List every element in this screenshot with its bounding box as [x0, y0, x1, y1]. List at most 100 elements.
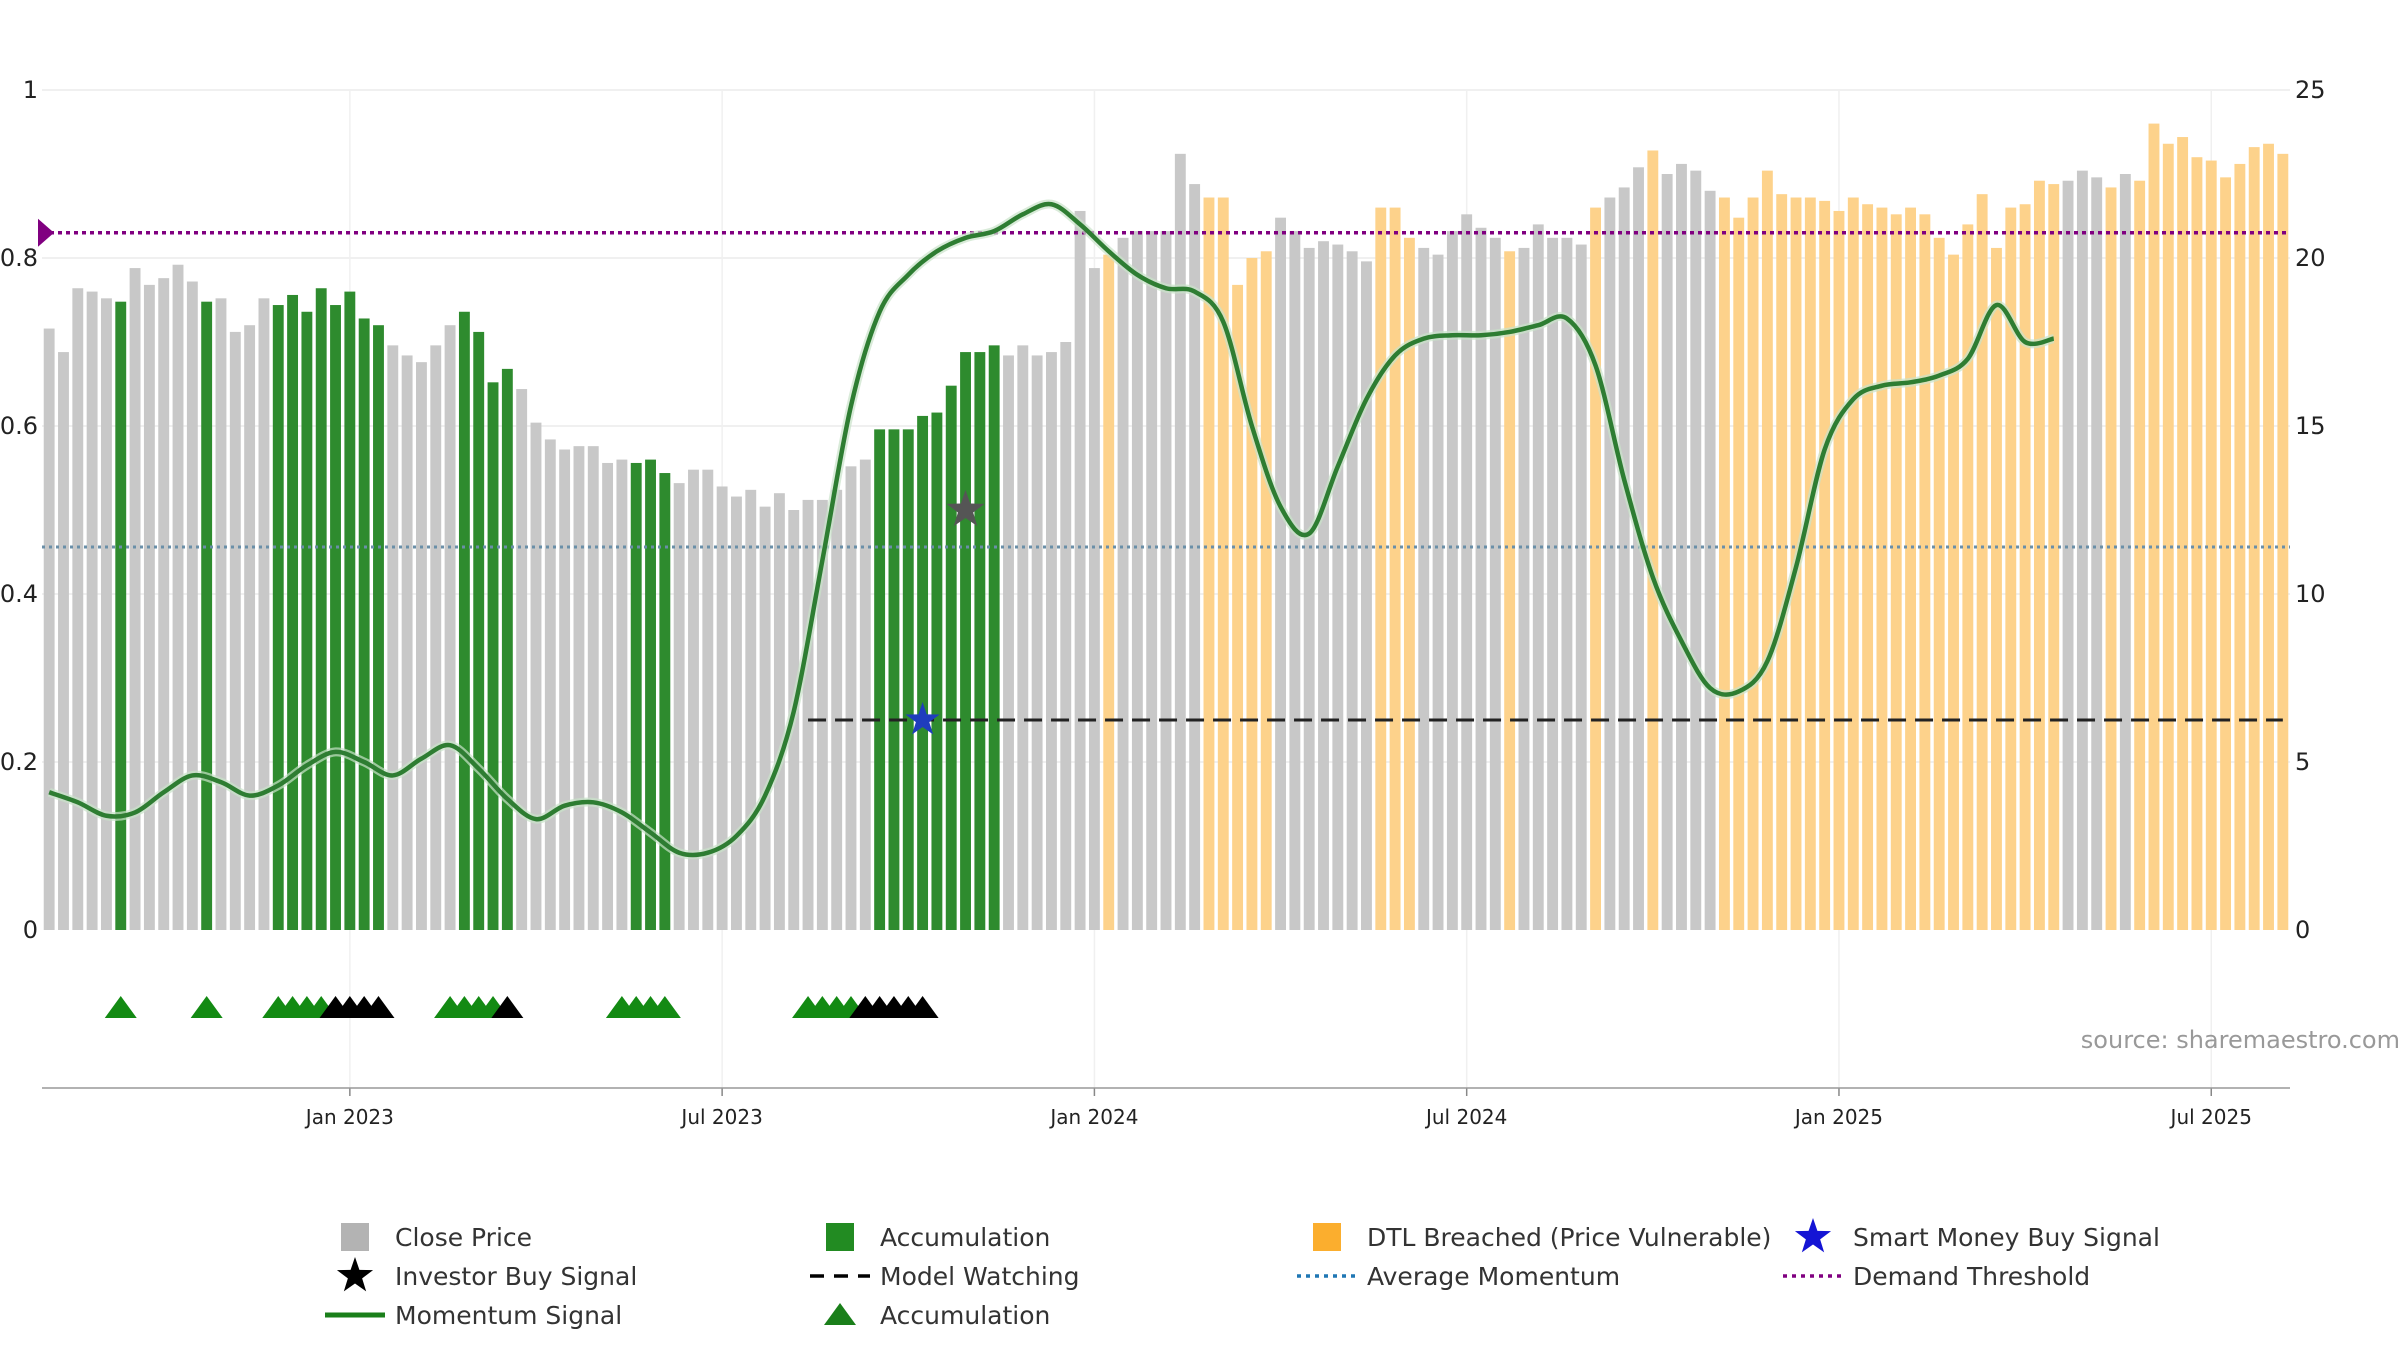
legend-item: Accumulation	[826, 1223, 1050, 1252]
dtl-breached-bar	[2134, 180, 2146, 931]
close-price-bar	[401, 355, 413, 930]
close-price-bar	[1031, 355, 1043, 930]
watching-triangle	[906, 996, 939, 1018]
close-price-bar	[1146, 231, 1158, 930]
close-price-bar	[1060, 342, 1072, 930]
close-price-bar	[745, 489, 757, 930]
close-price-bar	[387, 345, 399, 930]
close-price-bar	[1332, 244, 1344, 930]
dtl-breached-bar	[2277, 153, 2289, 931]
left-axis-tick: 0	[23, 916, 38, 944]
legend-label: Accumulation	[880, 1301, 1050, 1330]
close-price-bar	[444, 325, 456, 930]
accumulation-bar	[473, 331, 485, 930]
close-price-bar	[1174, 153, 1186, 931]
close-price-bar	[702, 469, 714, 930]
dtl-breached-bar	[1819, 200, 1831, 930]
accumulation-bar	[931, 412, 943, 930]
dtl-breached-bar	[2048, 184, 2060, 930]
close-price-bar	[1690, 170, 1702, 930]
legend-item: Demand Threshold	[1783, 1262, 2090, 1291]
dtl-breached-bar	[1862, 204, 1874, 931]
close-price-bar	[1088, 268, 1100, 931]
accumulation-bar	[358, 318, 370, 931]
accumulation-bar	[501, 368, 513, 930]
close-price-bar	[731, 496, 742, 930]
close-price-bar	[1461, 214, 1473, 930]
accumulation-bar	[301, 311, 313, 930]
dtl-breached-bar	[1933, 237, 1945, 931]
reference-lines	[38, 218, 2290, 722]
accumulation-bar	[902, 429, 914, 930]
dtl-breached-bar	[1776, 194, 1788, 930]
dtl-breached-bar	[1876, 207, 1888, 931]
close-price-bar	[215, 298, 227, 930]
dtl-breached-bar	[1246, 258, 1258, 930]
close-price-bar	[72, 288, 84, 930]
close-price-bar	[1289, 231, 1301, 930]
close-price-bar	[1633, 167, 1644, 930]
close-price-bar	[43, 328, 55, 930]
accumulation-triangle	[190, 996, 223, 1018]
close-price-bar	[1017, 345, 1029, 930]
dtl-breached-bar	[1991, 247, 2002, 931]
left-axis-tick: 0.6	[0, 412, 38, 440]
close-price-bar	[1661, 174, 1673, 930]
close-price-bar	[1518, 247, 1530, 931]
left-axis-tick: 0.8	[0, 244, 38, 272]
buy-signals	[905, 490, 985, 735]
accumulation-bar	[945, 385, 957, 930]
close-price-bar	[1432, 254, 1444, 930]
legend-label: DTL Breached (Price Vulnerable)	[1367, 1223, 1771, 1252]
close-price-bar	[602, 462, 614, 930]
close-price-bar	[2076, 170, 2088, 930]
close-price-bar	[573, 446, 585, 930]
dtl-breached-bar	[2191, 157, 2203, 930]
dtl-breached-bar	[1847, 197, 1859, 930]
dtl-breached-bar	[2205, 160, 2217, 930]
right-axis-tick: 5	[2295, 748, 2310, 776]
dtl-breached-bar	[2005, 207, 2017, 931]
dtl-breached-bar	[1504, 251, 1516, 930]
dtl-breached-bar	[2105, 187, 2117, 930]
close-price-bar	[186, 281, 198, 930]
legend-triangle-icon	[824, 1303, 856, 1325]
legend-item: DTL Breached (Price Vulnerable)	[1313, 1223, 1771, 1252]
right-axis-tick: 20	[2295, 244, 2326, 272]
close-price-bar	[544, 439, 556, 930]
close-price-bar	[1547, 237, 1559, 931]
close-price-bar	[716, 486, 728, 930]
legend-label: Demand Threshold	[1853, 1262, 2090, 1291]
close-price-bar	[100, 298, 112, 930]
watching-triangle	[491, 996, 524, 1018]
x-axis-tick: Jan 2023	[304, 1105, 394, 1129]
accumulation-bar	[458, 311, 470, 930]
accumulation-triangle	[104, 996, 137, 1018]
accumulation-bar	[874, 429, 886, 930]
dtl-breached-bar	[1733, 217, 1745, 930]
dtl-breached-bar	[1919, 214, 1931, 930]
dtl-breached-bar	[1103, 254, 1115, 930]
close-price-bar	[158, 278, 170, 930]
close-price-bar	[1346, 251, 1358, 930]
close-price-bar	[2062, 180, 2074, 931]
close-price-bar	[1575, 244, 1587, 930]
dtl-breached-bar	[1890, 214, 1902, 930]
accumulation-bar	[272, 305, 284, 930]
close-price-bar	[229, 331, 241, 930]
close-price-bar	[516, 389, 528, 930]
dtl-breached-bar	[2033, 180, 2045, 931]
legend-label: Average Momentum	[1367, 1262, 1620, 1291]
dtl-breached-bar	[1747, 197, 1759, 930]
close-price-bar	[1704, 190, 1716, 931]
accumulation-bar	[645, 459, 656, 930]
legend-item: Average Momentum	[1297, 1262, 1620, 1291]
accumulation-bar	[888, 429, 900, 930]
legend: Close Price Accumulation DTL Breached (Pri…	[325, 1218, 2160, 1330]
accumulation-bar	[287, 294, 299, 931]
close-price-bar	[1318, 241, 1329, 930]
x-axis-tick: Jul 2024	[1424, 1105, 1507, 1129]
close-price-bar	[816, 499, 828, 930]
